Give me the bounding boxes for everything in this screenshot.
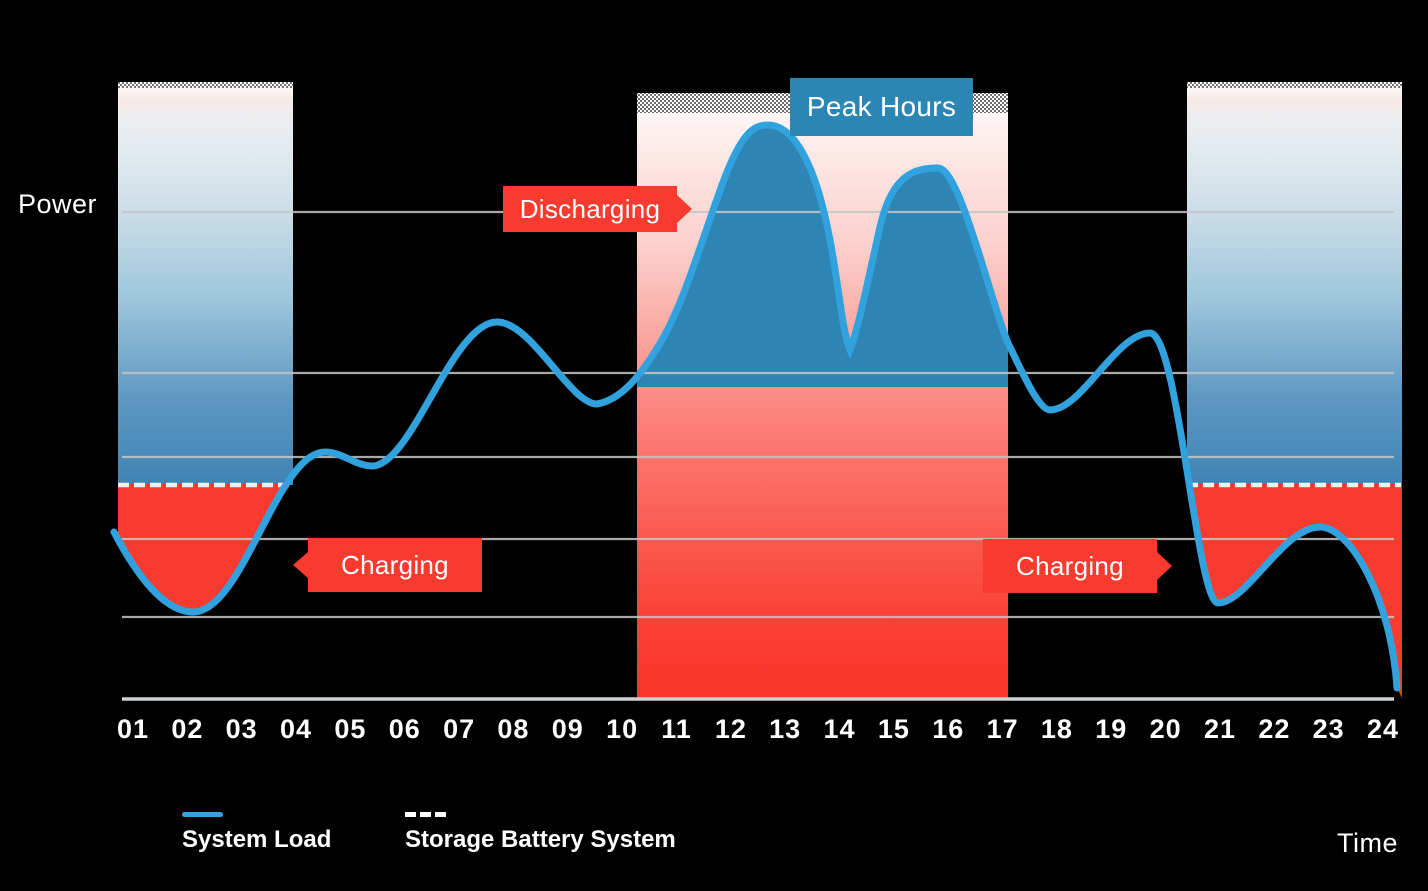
x-tick-label: 04 <box>280 714 313 744</box>
x-tick-label: 03 <box>225 714 258 744</box>
x-tick-label: 07 <box>443 714 476 744</box>
x-tick-label: 16 <box>932 714 965 744</box>
x-tick-label: 23 <box>1312 714 1345 744</box>
x-tick-label: 20 <box>1149 714 1182 744</box>
arrow-right-icon <box>676 194 692 224</box>
x-tick-label: 15 <box>877 714 910 744</box>
band-top-texture <box>1187 82 1402 88</box>
x-tick-label: 12 <box>714 714 747 744</box>
system-load-curve <box>110 121 1401 692</box>
x-tick-label: 22 <box>1258 714 1291 744</box>
annotation-peak-hours-label: Peak Hours <box>806 91 957 122</box>
band-top-texture <box>118 82 293 88</box>
x-axis-labels: 01 02 03 04 05 06 07 08 09 10 11 12 13 14 15 16 17 18 19 20… <box>0 714 1428 748</box>
annotation-peak-hours: Peak Hours <box>790 78 973 136</box>
charging-band-right <box>1187 82 1402 485</box>
x-tick-label: 17 <box>986 714 1019 744</box>
system-load-line-icon <box>182 812 223 817</box>
charging-band-left <box>118 82 293 485</box>
arrow-left-icon <box>293 551 309 579</box>
x-tick-label: 01 <box>116 714 150 744</box>
x-tick-label: 02 <box>171 714 204 744</box>
x-tick-label: 06 <box>388 714 421 744</box>
x-tick-label: 10 <box>606 714 639 744</box>
x-tick-label: 08 <box>497 714 530 744</box>
legend-item-storage-battery: Storage Battery System <box>405 812 676 854</box>
x-tick-label: 05 <box>334 714 367 744</box>
annotation-charging-left: Charging <box>293 538 482 592</box>
battery-charge-fill-right <box>1187 484 1402 698</box>
x-tick-label: 19 <box>1095 714 1128 744</box>
y-axis-title: Power <box>18 189 98 219</box>
x-tick-label: 18 <box>1040 714 1073 744</box>
annotation-charging-right-label: Charging <box>1016 550 1124 581</box>
x-tick-label: 11 <box>661 714 692 744</box>
x-tick-label: 09 <box>551 714 584 744</box>
legend-label-storage-battery: Storage Battery System <box>405 826 676 853</box>
x-tick-label: 21 <box>1203 714 1237 744</box>
x-tick-label: 14 <box>823 714 856 744</box>
annotation-discharging: Discharging <box>503 186 692 232</box>
x-axis-title: Time <box>1337 828 1398 858</box>
x-tick-label: 24 <box>1367 714 1400 744</box>
x-tick-label: 13 <box>769 714 802 744</box>
storage-battery-dash-icon <box>405 812 446 817</box>
legend-label-system-load: System Load <box>182 826 332 853</box>
arrow-right-icon <box>1156 551 1172 581</box>
annotation-charging-right: Charging <box>983 539 1172 593</box>
legend-item-system-load: System Load <box>182 812 331 854</box>
annotation-discharging-label: Discharging <box>519 193 661 224</box>
legend: System Load Storage Battery System <box>0 812 1428 872</box>
annotation-charging-left-label: Charging <box>341 549 449 580</box>
